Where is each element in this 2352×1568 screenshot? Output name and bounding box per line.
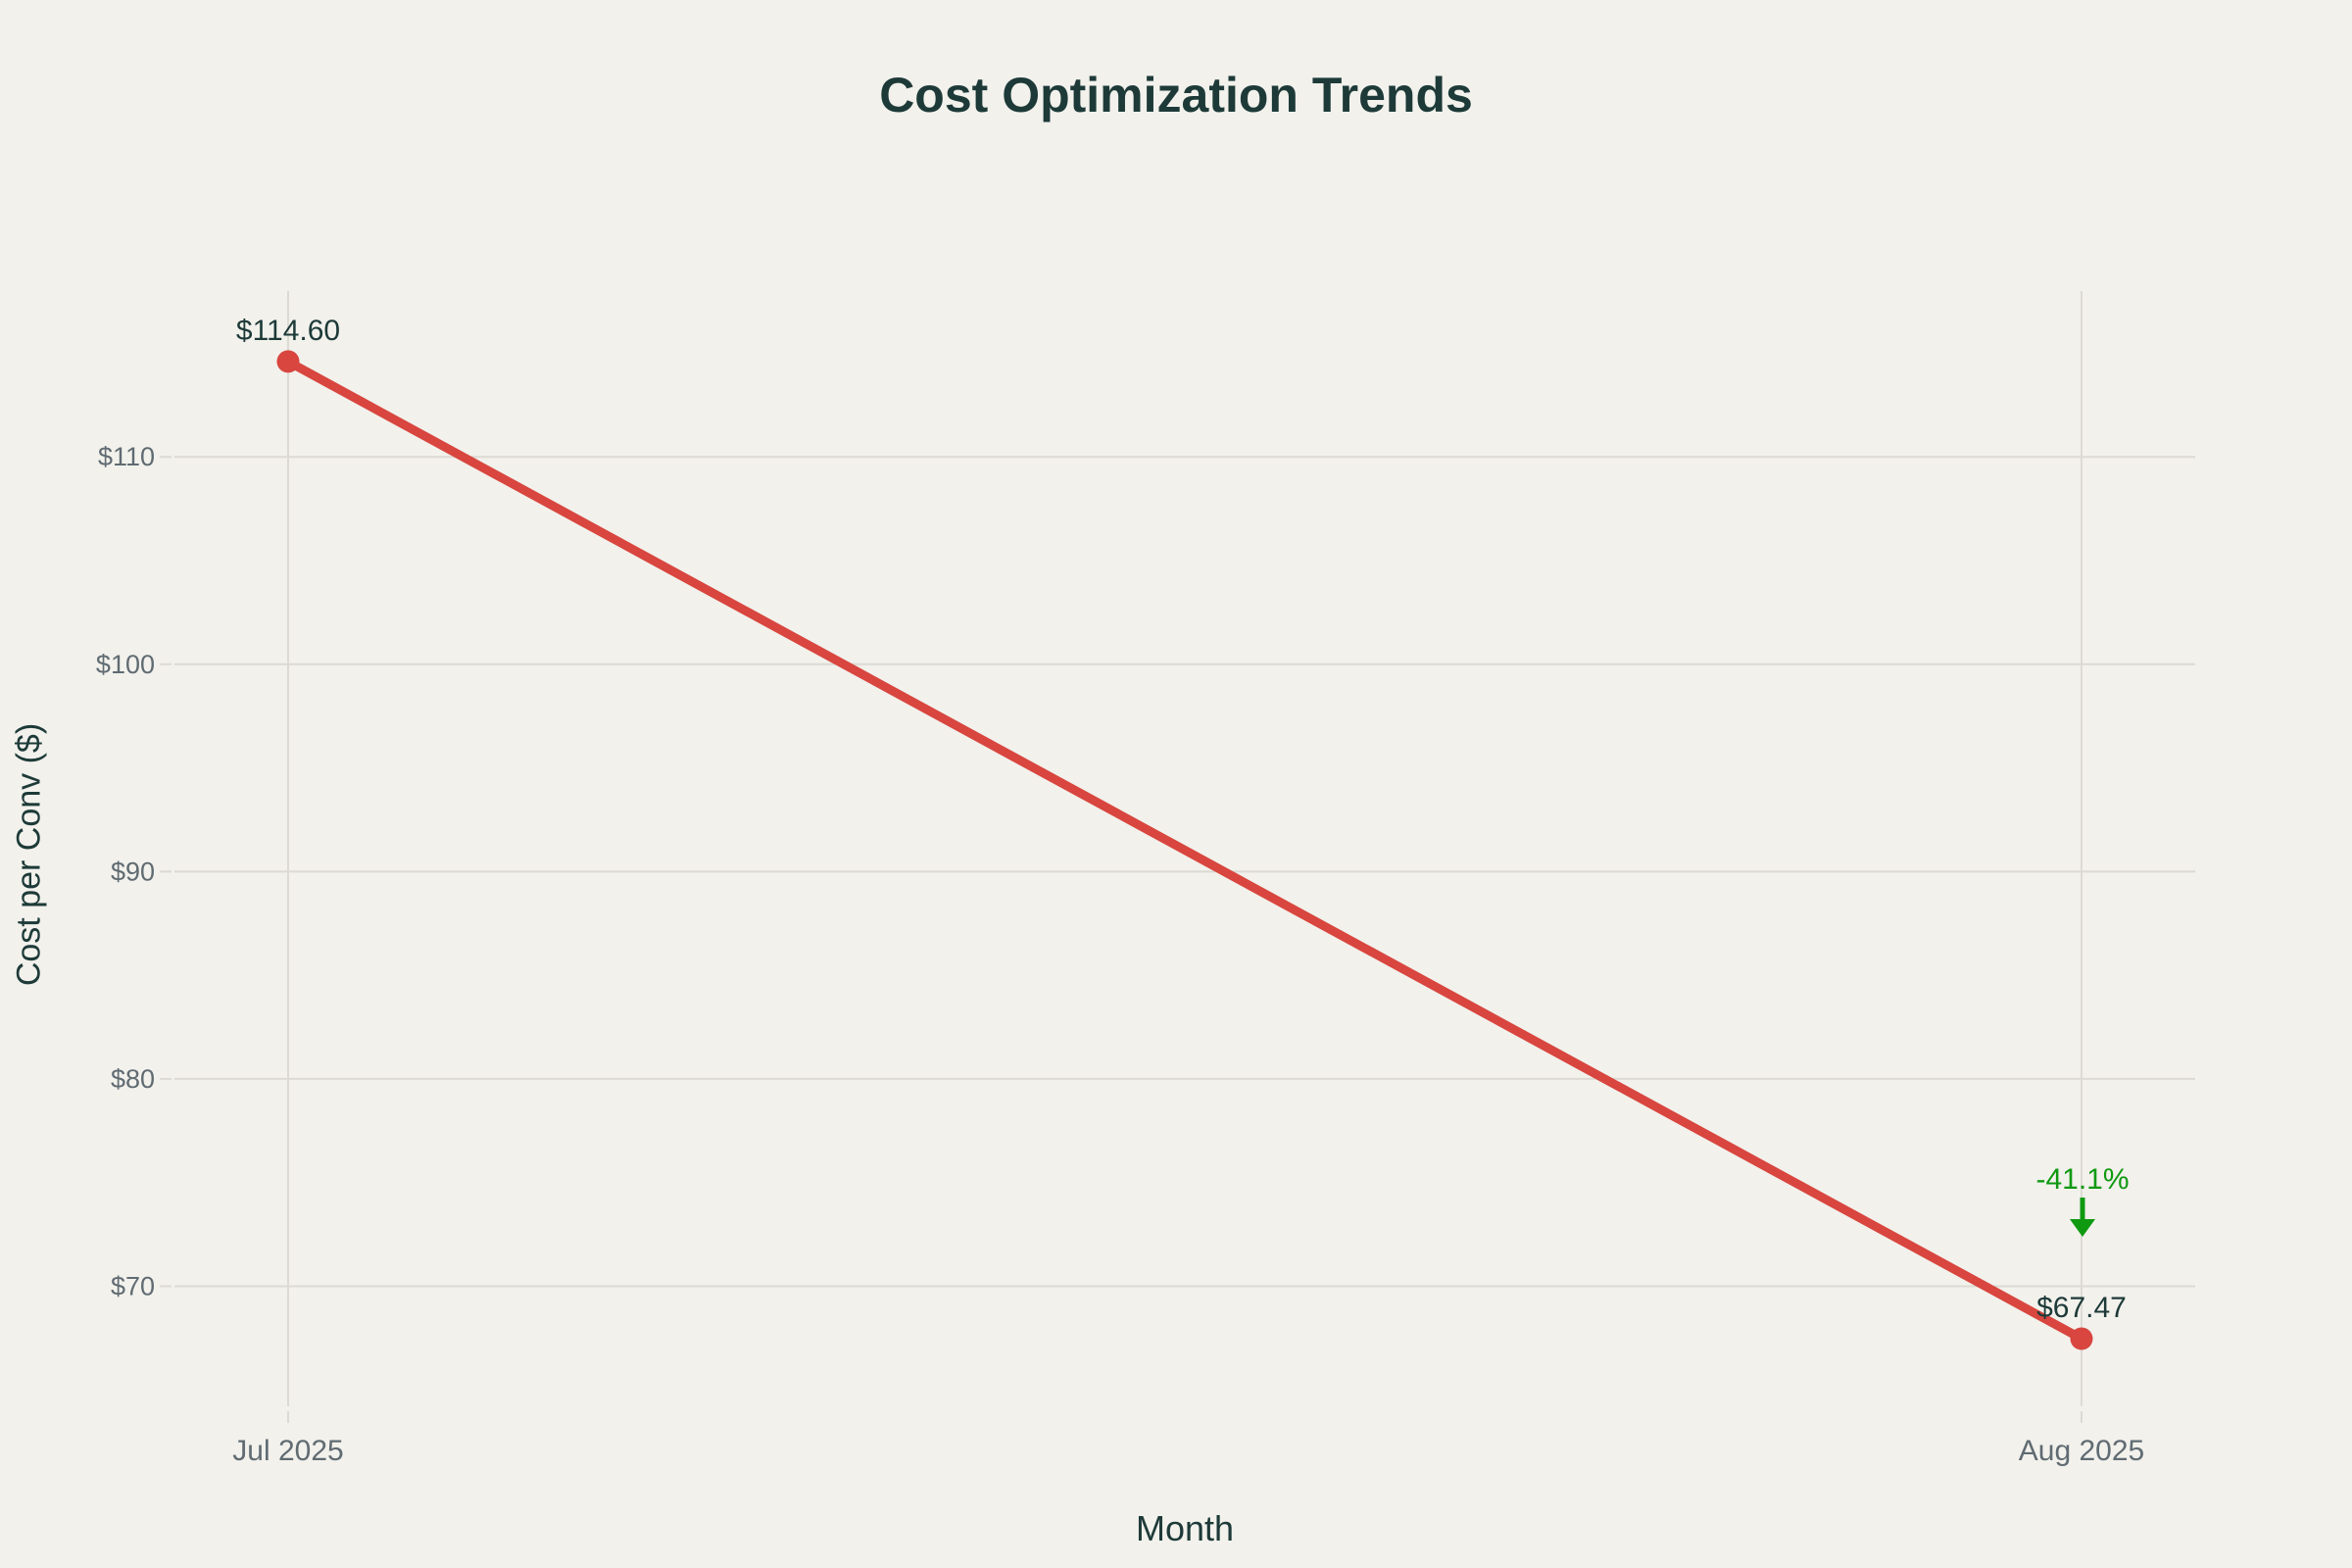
y-tick-label: $90 (111, 857, 155, 886)
x-axis-title: Month (1135, 1508, 1235, 1548)
down-arrow-icon (2070, 1219, 2095, 1238)
x-tick-label: Jul 2025 (232, 1435, 343, 1467)
y-tick-label: $80 (111, 1064, 155, 1094)
chart-title: Cost Optimization Trends (879, 68, 1473, 122)
y-tick-label: $110 (98, 442, 155, 471)
trend-line (283, 357, 2086, 1344)
data-point-label: $67.47 (2036, 1292, 2127, 1324)
data-point[interactable] (2070, 1327, 2093, 1350)
y-tick-label: $70 (111, 1271, 155, 1300)
y-tick-label: $100 (96, 650, 155, 679)
change-annotation-text: -41.1% (2035, 1163, 2129, 1196)
data-point[interactable] (276, 350, 300, 373)
data-point-label: $114.60 (236, 315, 340, 347)
x-tick-label: Aug 2025 (2019, 1435, 2144, 1467)
